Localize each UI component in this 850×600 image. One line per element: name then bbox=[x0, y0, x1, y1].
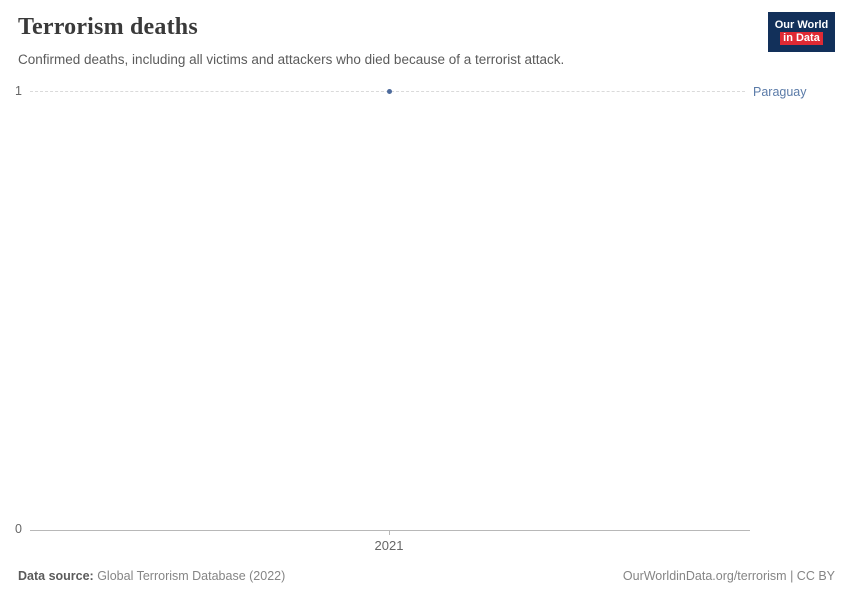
data-source-value: Global Terrorism Database (2022) bbox=[93, 569, 286, 583]
y-axis-tick-1: 1 bbox=[15, 84, 22, 98]
x-axis-line bbox=[30, 530, 750, 531]
chart-subtitle: Confirmed deaths, including all victims … bbox=[18, 52, 565, 67]
page-title: Terrorism deaths bbox=[18, 14, 198, 40]
x-axis-tick-label: 2021 bbox=[374, 538, 404, 553]
data-source: Data source: Global Terrorism Database (… bbox=[18, 569, 285, 583]
owid-logo: Our World in Data bbox=[768, 12, 835, 52]
entity-label-paraguay[interactable]: Paraguay bbox=[753, 85, 807, 99]
x-axis-tick-mark bbox=[389, 530, 390, 535]
y-axis-tick-0: 0 bbox=[15, 522, 22, 536]
data-point-paraguay-2021[interactable] bbox=[387, 89, 392, 94]
owid-logo-line2: in Data bbox=[780, 32, 823, 45]
owid-logo-line1: Our World bbox=[774, 19, 829, 31]
data-source-label: Data source: bbox=[18, 569, 94, 583]
attribution-link[interactable]: OurWorldinData.org/terrorism | CC BY bbox=[622, 569, 835, 583]
